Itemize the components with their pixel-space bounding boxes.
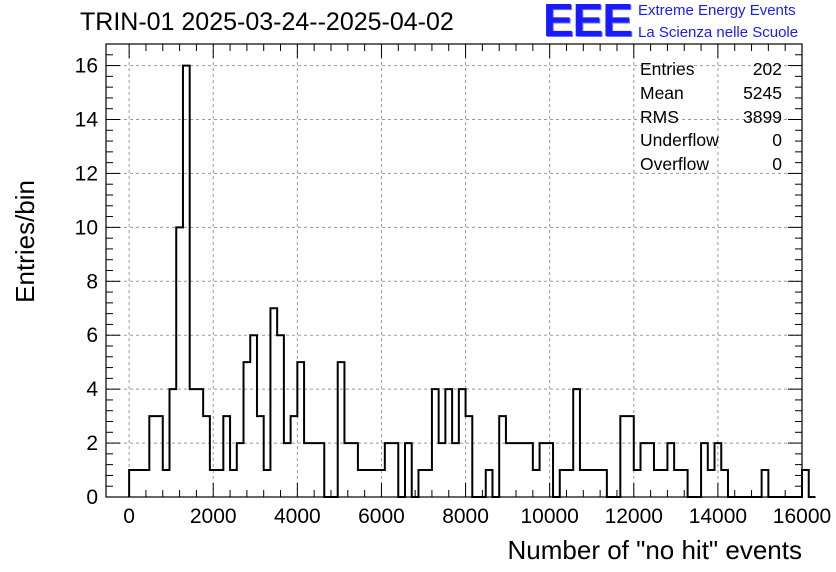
stat-value: 202 xyxy=(752,59,782,79)
y-tick-label: 14 xyxy=(75,109,99,132)
x-tick-label: 14000 xyxy=(689,505,747,528)
stat-value: 5245 xyxy=(743,82,782,103)
x-axis-label: Number of "no hit" events xyxy=(507,535,803,565)
stat-label: Entries xyxy=(640,59,695,79)
stat-row-overflow: Overflow 0 xyxy=(640,153,782,177)
stat-row-entries: Entries 202 xyxy=(640,58,782,82)
x-tick-label: 0 xyxy=(123,505,135,528)
x-tick-label: 10000 xyxy=(520,505,578,528)
stat-value: 0 xyxy=(772,154,782,175)
y-tick-label: 10 xyxy=(75,216,98,239)
stat-value: 0 xyxy=(772,130,782,151)
y-tick-label: 2 xyxy=(86,432,98,455)
stat-row-mean: Mean 5245 xyxy=(640,82,782,106)
stat-row-underflow: Underflow 0 xyxy=(640,129,782,153)
logo-mark: EEE xyxy=(543,0,633,46)
x-tick-label: 12000 xyxy=(605,505,663,528)
stat-label: Mean xyxy=(640,82,684,103)
eee-logo: EEE Extreme Energy Events La Scienza nel… xyxy=(543,0,833,46)
stats-box: Entries 202 Mean 5245 RMS 3899 Underflow… xyxy=(640,58,782,177)
y-tick-label: 0 xyxy=(86,486,98,509)
logo-line-1: Extreme Energy Events xyxy=(638,2,796,19)
stat-value: 3899 xyxy=(743,106,782,127)
stat-label: Overflow xyxy=(640,154,710,175)
y-tick-label: 8 xyxy=(86,270,98,293)
chart-title: TRIN-01 2025-03-24--2025-04-02 xyxy=(80,8,454,36)
stat-label: RMS xyxy=(640,106,679,127)
x-tick-label: 16000 xyxy=(773,505,831,528)
x-tick-label: 8000 xyxy=(442,505,489,528)
x-tick-label: 4000 xyxy=(274,505,321,528)
logo-line-2: La Scienza nelle Scuole xyxy=(638,24,799,41)
x-tick-label: 2000 xyxy=(190,505,237,528)
y-tick-label: 6 xyxy=(86,324,98,347)
stat-label: Underflow xyxy=(640,130,719,151)
y-tick-label: 12 xyxy=(75,162,98,185)
y-tick-label: 16 xyxy=(75,55,98,78)
stat-row-rms: RMS 3899 xyxy=(640,106,782,130)
y-tick-label: 4 xyxy=(86,378,98,401)
x-tick-label: 6000 xyxy=(358,505,405,528)
